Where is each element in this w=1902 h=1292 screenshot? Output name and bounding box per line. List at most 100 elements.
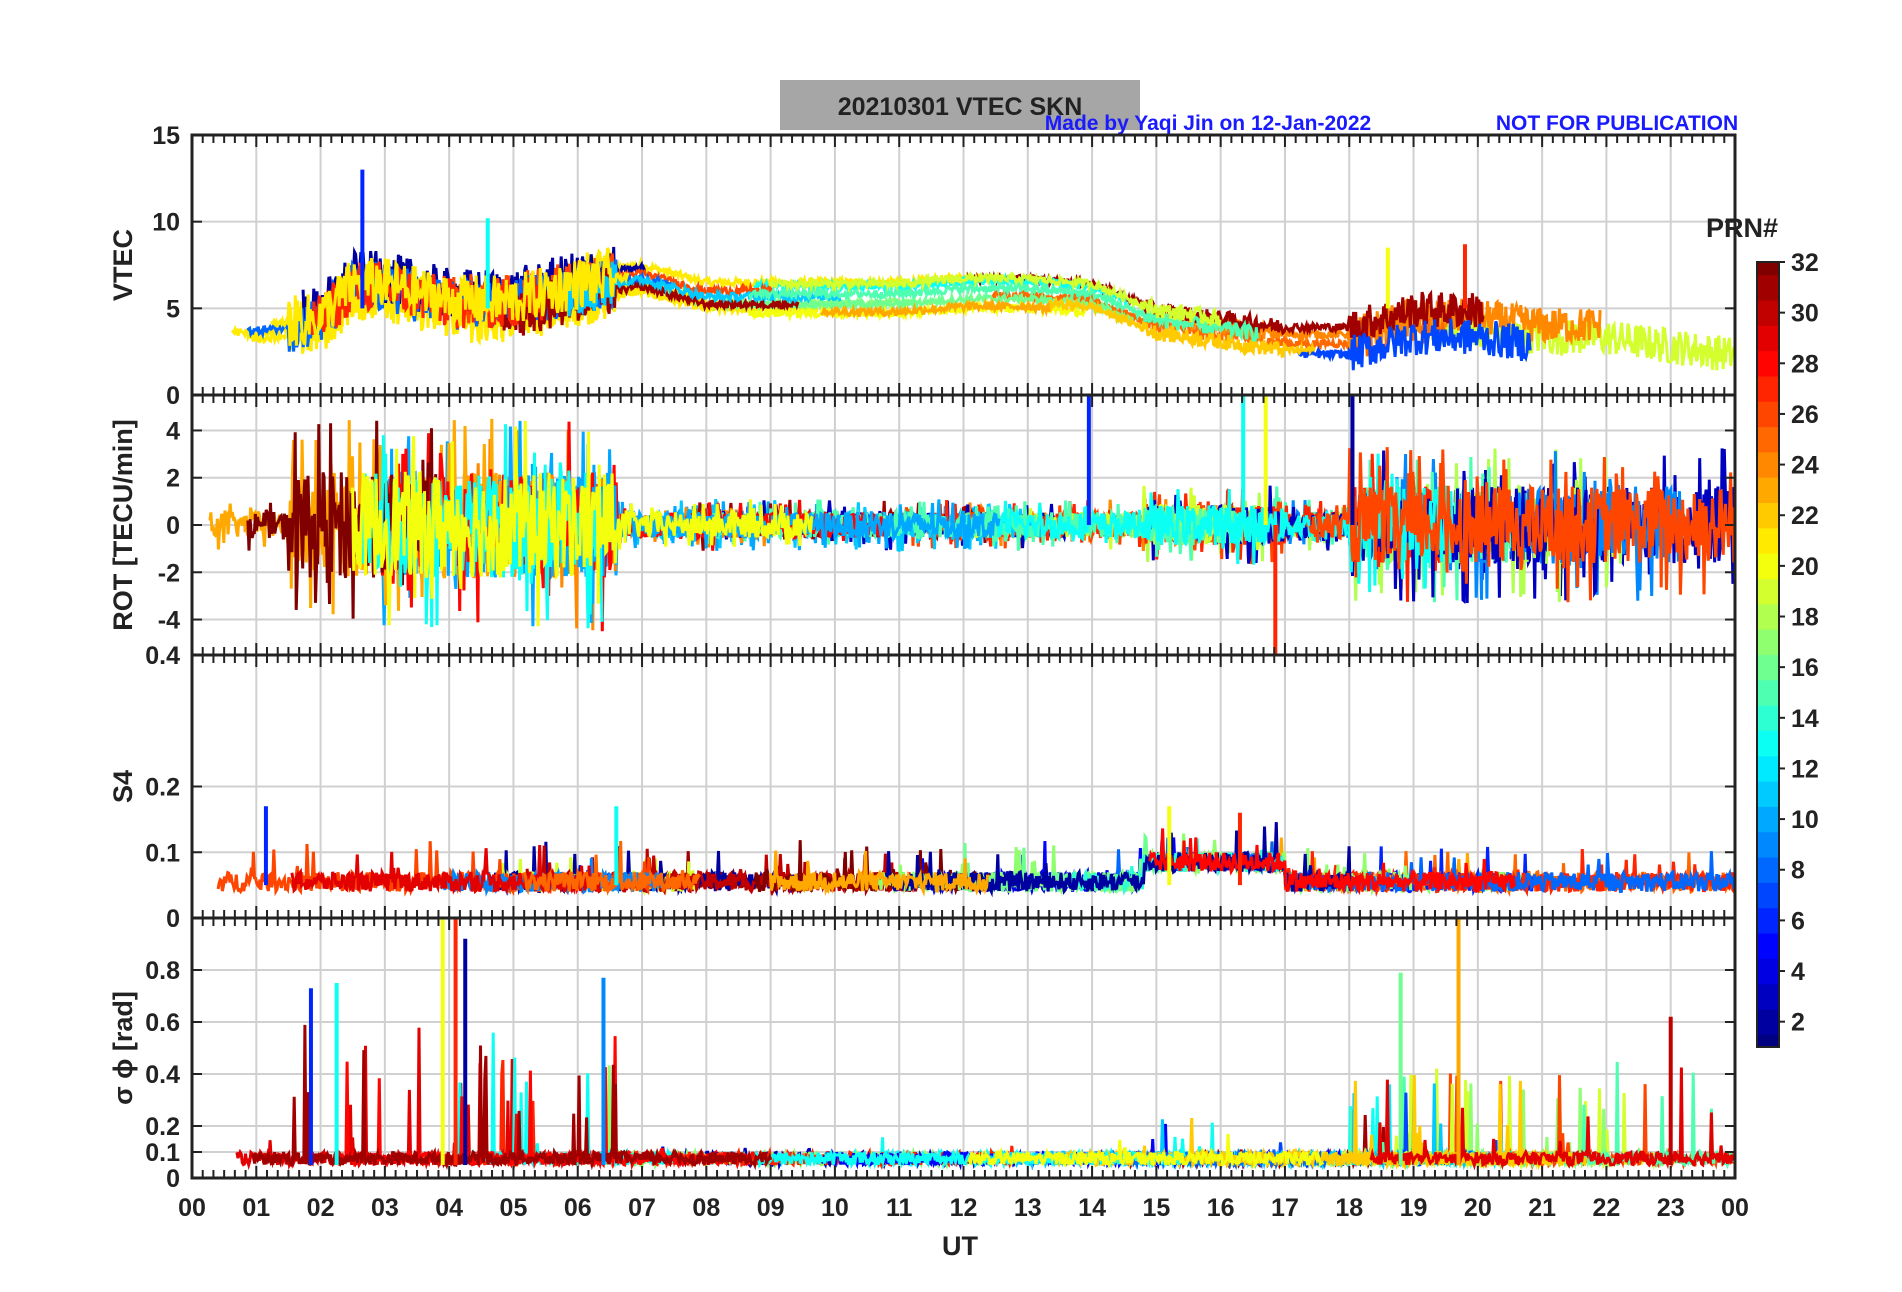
colorbar-tick-label: 16 — [1791, 654, 1819, 682]
x-minor-ticks-rot — [191, 395, 1736, 655]
colorbar-tick-label: 6 — [1791, 907, 1805, 935]
x-tick-label: 06 — [564, 1194, 592, 1222]
panel-sigma_phi: 00.10.2 0.4 0.6 0.8σ ϕ [rad] — [108, 916, 1737, 1193]
y-tick-label: -4 — [158, 607, 180, 635]
colorbar-frame — [1756, 261, 1780, 1048]
colorbar-tick-label: 14 — [1791, 705, 1819, 733]
colorbar-swatch — [1757, 679, 1779, 706]
colorbar-swatch — [1757, 274, 1779, 301]
colorbar-tick-label: 20 — [1791, 553, 1819, 581]
colorbar-swatch — [1757, 806, 1779, 833]
series-line — [768, 270, 1222, 327]
title-box — [780, 80, 1140, 130]
y-tick-label: 4 — [166, 417, 180, 445]
colorbar-swatch — [1757, 426, 1779, 453]
colorbar-swatch — [1757, 755, 1779, 782]
x-tick-label: 18 — [1335, 1194, 1363, 1222]
colorbar-swatch — [1757, 1034, 1779, 1048]
colorbar-swatch — [1757, 603, 1779, 630]
panel-vtec: 0 5 10 15 VTEC — [108, 122, 1737, 410]
panel-rot: -4 -2 0 2 4 ROT [TECU/min] — [108, 393, 1737, 657]
y-tick-label: 15 — [152, 122, 180, 150]
colorbar-tick-label: 10 — [1791, 806, 1819, 834]
colorbar-tick-label: 32 — [1791, 249, 1819, 277]
series-line — [1297, 318, 1532, 371]
colorbar-swatch — [1757, 401, 1779, 428]
colorbar-swatch — [1757, 477, 1779, 504]
x-tick-label: 14 — [1078, 1194, 1106, 1222]
colorbar-swatch — [1757, 857, 1779, 883]
colorbar-swatch — [1757, 907, 1779, 934]
y-axis-label-rot: ROT [TECU/min] — [108, 419, 138, 630]
x-tick-label: 17 — [1271, 1194, 1299, 1222]
y-tick-label: 0 — [166, 512, 180, 540]
x-tick-label: 01 — [242, 1194, 270, 1222]
x-tick-label: 07 — [628, 1194, 656, 1222]
series-line — [1047, 295, 1316, 358]
series-line — [523, 840, 701, 896]
grid-vtec — [191, 134, 1736, 396]
x-minor-ticks-vtec — [191, 135, 1736, 395]
y-tick-label: 10 — [152, 209, 180, 237]
y-tick-label: 0.1 — [145, 839, 180, 867]
series-line — [1369, 1067, 1735, 1171]
colorbar-swatch — [1757, 350, 1779, 377]
colorbar-tick-label: 4 — [1791, 958, 1805, 986]
x-tick-label: 11 — [886, 1194, 913, 1222]
y-tick-label: 0 — [166, 382, 180, 410]
credit-text: Made by Yaqi Jin on 12-Jan-2022 — [1045, 112, 1371, 135]
series-line — [250, 1024, 773, 1171]
x-tick-label: 09 — [757, 1194, 785, 1222]
series-group-rot — [208, 395, 1735, 655]
x-tick-label: 03 — [371, 1194, 399, 1222]
x-tick-label: 12 — [950, 1194, 978, 1222]
x-tick-label: 20 — [1464, 1194, 1492, 1222]
colorbar-swatch — [1757, 882, 1779, 909]
colorbar-swatch — [1757, 299, 1779, 326]
colorbar-tick-label: 22 — [1791, 502, 1819, 530]
colorbar-swatch — [1757, 629, 1779, 655]
y-tick-label: 0 — [166, 1165, 180, 1193]
colorbar-title: PRN# — [1706, 213, 1778, 243]
x-tick-label: 05 — [500, 1194, 528, 1222]
y-tick-label: 0.2 — [145, 1113, 180, 1141]
notice-text: NOT FOR PUBLICATION — [1496, 112, 1738, 135]
x-tick-label: 00 — [178, 1194, 206, 1222]
colorbar-swatch — [1757, 781, 1779, 807]
colorbar-tick-label: 12 — [1791, 755, 1819, 783]
colorbar-swatch — [1757, 553, 1779, 580]
chart-title: 20210301 VTEC SKN — [838, 93, 1083, 121]
y-tick-label: 0.8 — [145, 957, 180, 985]
x-tick-label: 04 — [435, 1194, 463, 1222]
colorbar-tick-label: 2 — [1791, 1009, 1805, 1037]
series-line — [1308, 447, 1735, 603]
x-tick-label: 00 — [1721, 1194, 1749, 1222]
colorbar-swatch — [1757, 502, 1779, 529]
x-tick-label: 22 — [1593, 1194, 1621, 1222]
colorbar-swatch — [1757, 730, 1779, 757]
colorbar-tick-label: 8 — [1791, 857, 1805, 885]
series-line — [748, 280, 1259, 342]
colorbar-swatch — [1757, 325, 1779, 352]
colorbar-swatch — [1757, 578, 1779, 605]
series-group-s4 — [216, 806, 1735, 898]
x-tick-label: 10 — [821, 1194, 849, 1222]
y-axis-label-s4: S4 — [108, 770, 138, 803]
grid-sigma_phi — [191, 918, 1736, 1179]
x-tick-label: 19 — [1400, 1194, 1428, 1222]
x-tick-label: 21 — [1528, 1194, 1556, 1222]
series-line — [270, 251, 630, 346]
colorbar-tick-label: 18 — [1791, 604, 1819, 632]
colorbar-swatch — [1757, 1009, 1779, 1035]
colorbar-tick-label: 24 — [1791, 452, 1819, 480]
colorbar-swatch — [1757, 375, 1779, 402]
colorbar-swatch — [1757, 527, 1779, 554]
series-line — [304, 261, 544, 336]
series-line — [820, 297, 1051, 319]
x-minor-ticks-sigma_phi — [191, 918, 1736, 1178]
x-tick-label: 08 — [692, 1194, 720, 1222]
y-tick-label: 5 — [166, 295, 180, 323]
